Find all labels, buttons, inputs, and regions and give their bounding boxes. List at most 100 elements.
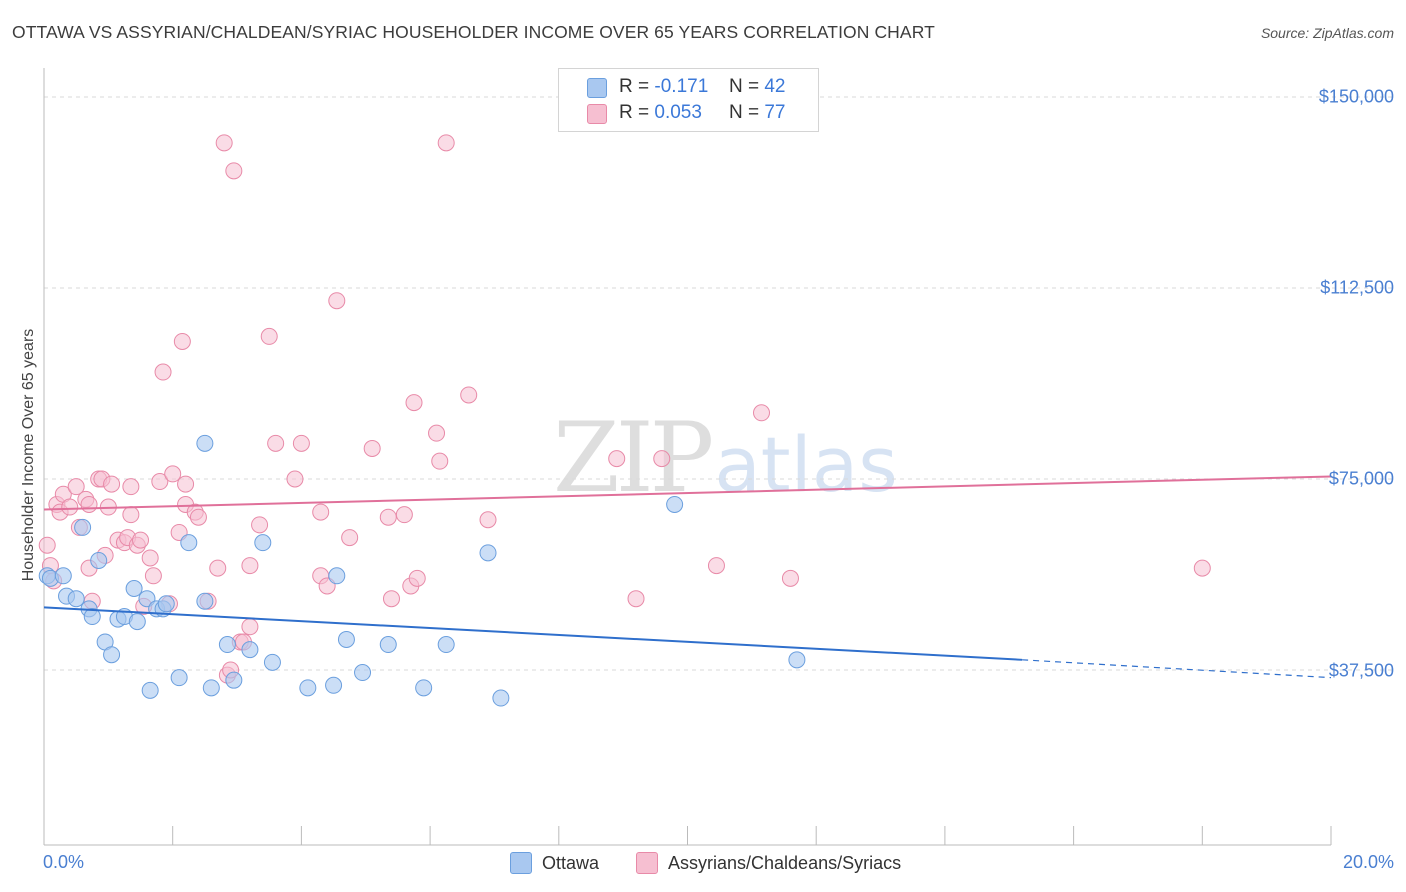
chart-title: OTTAWA VS ASSYRIAN/CHALDEAN/SYRIAC HOUSE… bbox=[12, 22, 935, 42]
assyrian-point bbox=[479, 511, 497, 529]
ottawa-point bbox=[254, 534, 272, 552]
assyrian-n-label: N = bbox=[728, 102, 760, 123]
ottawa-point bbox=[67, 590, 85, 608]
assyrian-point bbox=[437, 134, 455, 152]
y-tick-label: $150,000 bbox=[1318, 86, 1394, 107]
ottawa-point bbox=[54, 567, 72, 585]
ottawa-n-label: N = bbox=[728, 76, 760, 97]
assyrian-point bbox=[241, 557, 259, 575]
source-label: Source: ZipAtlas.com bbox=[1260, 25, 1394, 41]
y-tick-label: $37,500 bbox=[1328, 660, 1394, 681]
ottawa-point bbox=[196, 434, 214, 452]
ottawa-point bbox=[479, 544, 497, 562]
ottawa-r-value: -0.171 bbox=[654, 76, 709, 97]
ottawa-point bbox=[415, 679, 433, 697]
assyrian-point bbox=[460, 386, 478, 404]
correlation-legend: R = -0.171 N = 42 R = 0.053 N = 77 bbox=[558, 68, 819, 132]
y-tick-label: $75,000 bbox=[1328, 468, 1394, 489]
ottawa-point bbox=[263, 653, 281, 671]
ottawa-trend-extension bbox=[1022, 659, 1332, 679]
ottawa-point bbox=[328, 567, 346, 585]
ottawa-point bbox=[788, 651, 806, 669]
bottom-legend-ottawa: Ottawa bbox=[510, 852, 599, 874]
assyrian-r-label: R = bbox=[619, 102, 650, 123]
assyrian-point bbox=[341, 529, 359, 547]
assyrian-point bbox=[382, 590, 400, 608]
ottawa-point bbox=[337, 630, 355, 648]
assyrian-point bbox=[241, 618, 259, 636]
assyrian-point bbox=[428, 424, 446, 442]
assyrian-point bbox=[177, 475, 195, 493]
assyrian-point bbox=[328, 292, 346, 310]
assyrian-point bbox=[154, 363, 172, 381]
assyrian-r-value: 0.053 bbox=[654, 102, 702, 123]
assyrian-point bbox=[267, 434, 285, 452]
assyrian-point bbox=[627, 590, 645, 608]
assyrian-point bbox=[141, 549, 159, 567]
assyrian-legend-row: R = 0.053 N = 77 bbox=[619, 102, 785, 124]
ottawa-point bbox=[666, 495, 684, 513]
assyrian-point bbox=[189, 508, 207, 526]
assyrian-point bbox=[753, 404, 771, 422]
assyrian-n-value: 77 bbox=[764, 102, 786, 123]
assyrian-point bbox=[312, 503, 330, 521]
ottawa-point bbox=[202, 679, 220, 697]
watermark-atlas: atlas bbox=[714, 420, 898, 509]
ottawa-point bbox=[125, 580, 143, 598]
assyrian-trend-line bbox=[43, 475, 1332, 511]
ottawa-point bbox=[299, 679, 317, 697]
bottom-legend-assyrian: Assyrians/Chaldeans/Syriacs bbox=[636, 852, 901, 874]
assyrian-point bbox=[292, 434, 310, 452]
ottawa-point bbox=[141, 681, 159, 699]
ottawa-point bbox=[492, 689, 510, 707]
assyrian-point bbox=[363, 439, 381, 457]
assyrian-legend-label: Assyrians/Chaldeans/Syriacs bbox=[668, 852, 902, 873]
ottawa-point bbox=[103, 646, 121, 664]
ottawa-point bbox=[218, 636, 236, 654]
assyrian-point bbox=[653, 450, 671, 468]
assyrian-point bbox=[132, 531, 150, 549]
assyrian-point bbox=[164, 465, 182, 483]
assyrian-point bbox=[173, 332, 191, 350]
ottawa-point bbox=[196, 592, 214, 610]
assyrian-point bbox=[405, 394, 423, 412]
assyrian-point bbox=[67, 478, 85, 496]
assyrian-point bbox=[215, 134, 233, 152]
ottawa-legend-row: R = -0.171 N = 42 bbox=[619, 76, 785, 98]
ottawa-swatch bbox=[587, 78, 607, 98]
ottawa-point bbox=[354, 664, 372, 682]
ottawa-point bbox=[83, 608, 101, 626]
ottawa-trend-line bbox=[43, 606, 1023, 661]
assyrian-point bbox=[408, 569, 426, 587]
assyrian-point bbox=[251, 516, 269, 534]
assyrian-point bbox=[80, 495, 98, 513]
assyrian-swatch bbox=[587, 104, 607, 124]
assyrian-point bbox=[707, 557, 725, 575]
ottawa-point bbox=[225, 671, 243, 689]
ottawa-point bbox=[325, 676, 343, 694]
assyrian-point bbox=[395, 506, 413, 524]
assyrian-point bbox=[260, 327, 278, 345]
assyrian-point bbox=[431, 452, 449, 470]
ottawa-point bbox=[90, 551, 108, 569]
assyrian-point bbox=[122, 478, 140, 496]
assyrian-point bbox=[61, 498, 79, 516]
assyrian-point bbox=[209, 559, 227, 577]
assyrian-legend-swatch bbox=[636, 852, 658, 874]
ottawa-r-label: R = bbox=[619, 76, 650, 97]
ottawa-point bbox=[241, 641, 259, 659]
assyrian-point bbox=[122, 506, 140, 524]
ottawa-point bbox=[170, 669, 188, 687]
ottawa-legend-label: Ottawa bbox=[542, 852, 600, 873]
ottawa-point bbox=[379, 636, 397, 654]
ottawa-point bbox=[437, 636, 455, 654]
ottawa-point bbox=[128, 613, 146, 631]
ottawa-point bbox=[180, 534, 198, 552]
assyrian-point bbox=[38, 536, 56, 554]
assyrian-point bbox=[103, 475, 121, 493]
assyrian-point bbox=[144, 567, 162, 585]
assyrian-point bbox=[286, 470, 304, 488]
assyrian-point bbox=[608, 450, 626, 468]
assyrian-point bbox=[1193, 559, 1211, 577]
ottawa-legend-swatch bbox=[510, 852, 532, 874]
